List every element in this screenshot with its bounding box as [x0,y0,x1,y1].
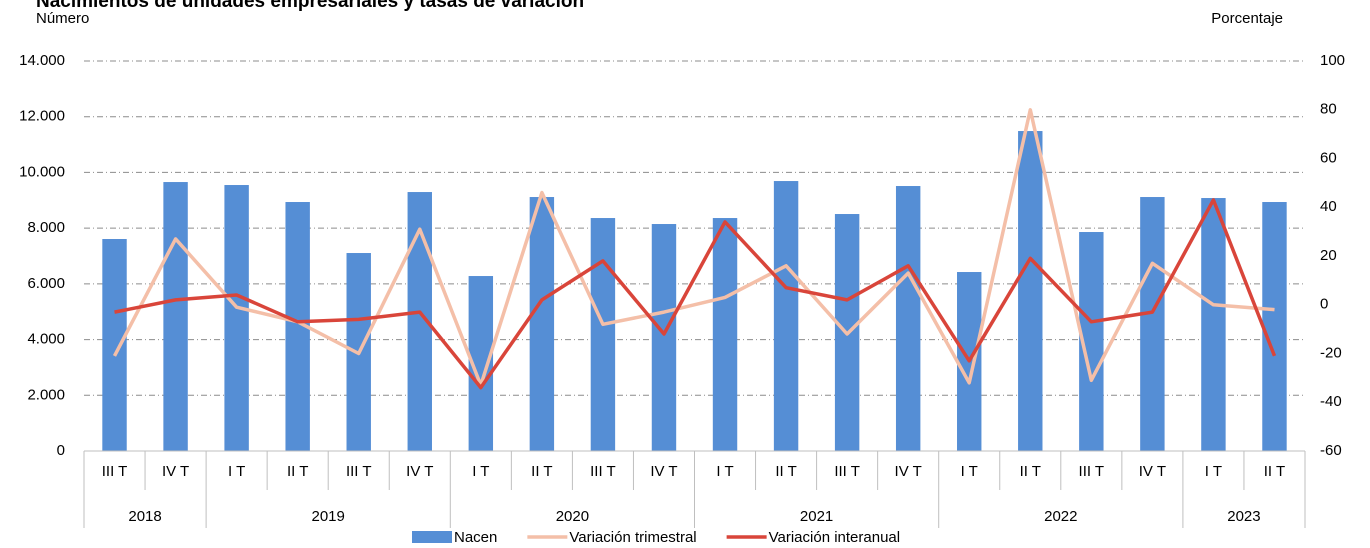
x-tick-label: III T [1079,463,1105,480]
y-tick-label: 0 [57,442,65,459]
y2-tick-label: 40 [1320,198,1337,215]
bar [651,224,677,451]
x-tick-label: I T [1205,463,1222,480]
x-tick-label: II T [287,463,308,480]
bar [1018,131,1043,452]
y-tick-label: 10.000 [19,163,65,180]
y2-tick-label: 80 [1320,101,1337,118]
bar [224,185,249,451]
x-tick-label: III T [346,463,372,480]
legend-label: Nacen [454,529,497,546]
bar [895,186,921,451]
x-tick-label: II T [531,463,552,480]
bar [1262,202,1287,451]
bar [773,181,799,451]
chart-title: Nacimientos de unidades empresariales y … [36,0,584,12]
bar [529,197,555,451]
y-tick-label: 8.000 [27,219,65,236]
legend-label: Variación interanual [769,529,900,546]
legend-swatch [412,531,452,543]
y-tick-label: 2.000 [27,386,65,403]
y-axis-label: Número [36,10,89,27]
y2-tick-label: 20 [1320,247,1337,264]
y2-tick-label: -60 [1320,442,1342,459]
x-tick-label: I T [716,463,733,480]
bar [102,239,127,451]
x-tick-label: IV T [1139,463,1166,480]
y2-tick-label: 100 [1320,52,1345,69]
x-tick-label: IV T [162,463,189,480]
group-label: 2023 [1227,508,1260,525]
y-tick-label: 14.000 [19,52,65,69]
legend-label: Variación trimestral [569,529,696,546]
group-label: 2020 [556,508,589,525]
bar [712,218,738,451]
bar [163,182,188,451]
bar [590,218,616,451]
y2-tick-label: 60 [1320,149,1337,166]
line-series [114,198,1277,390]
bar [1140,197,1165,451]
group-label: 2021 [800,508,833,525]
group-label: 2018 [128,508,161,525]
line-series [112,108,1275,387]
x-tick-label: II T [1264,463,1285,480]
x-tick-label: I T [961,463,978,480]
x-tick-label: III T [102,463,128,480]
x-tick-label: III T [590,463,616,480]
x-tick-label: IV T [650,463,677,480]
x-tick-label: II T [775,463,796,480]
y2-tick-label: 0 [1320,296,1328,313]
y-tick-label: 12.000 [19,108,65,125]
y2-tick-label: -40 [1320,393,1342,410]
x-tick-label: I T [472,463,489,480]
x-tick-label: II T [1020,463,1041,480]
x-tick-label: III T [834,463,860,480]
x-tick-label: IV T [895,463,922,480]
y2-axis-label: Porcentaje [1211,10,1283,27]
x-tick-label: IV T [406,463,433,480]
y2-tick-label: -20 [1320,344,1342,361]
group-label: 2022 [1044,508,1077,525]
group-label: 2019 [312,508,345,525]
y-tick-label: 4.000 [27,331,65,348]
y-tick-label: 6.000 [27,275,65,292]
bar [1201,198,1226,451]
x-tick-label: I T [228,463,245,480]
